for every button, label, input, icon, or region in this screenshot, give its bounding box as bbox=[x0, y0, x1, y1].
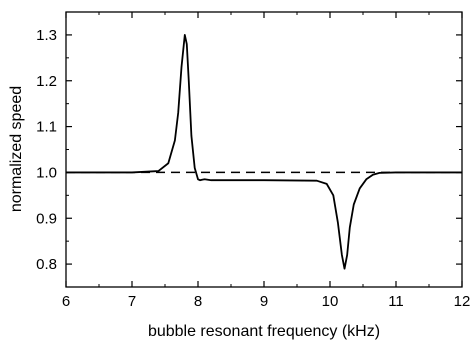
x-tick-label: 9 bbox=[260, 293, 268, 310]
y-tick-label: 1.2 bbox=[36, 73, 57, 90]
y-axis-title: normalized speed bbox=[8, 86, 25, 212]
y-tick-label: 0.8 bbox=[36, 256, 57, 273]
y-tick-label: 0.9 bbox=[36, 210, 57, 227]
x-tick-label: 7 bbox=[128, 293, 136, 310]
y-tick-label: 1.3 bbox=[36, 27, 57, 44]
speed-curve bbox=[66, 34, 462, 270]
x-tick-label: 11 bbox=[388, 293, 404, 310]
x-tick-label: 10 bbox=[322, 293, 339, 310]
ticks-group bbox=[65, 11, 463, 288]
x-tick-label: 8 bbox=[194, 293, 202, 310]
y-tick-label: 1.0 bbox=[36, 164, 57, 181]
x-tick-label: 6 bbox=[62, 293, 70, 310]
x-tick-label: 12 bbox=[454, 293, 471, 310]
tick-labels-group: 6 7 8 9 10 11 12 0.8 0.9 1.0 1.1 1.2 1.3 bbox=[36, 27, 470, 310]
series-group bbox=[66, 34, 462, 270]
y-tick-label: 1.1 bbox=[36, 119, 57, 136]
plot-frame bbox=[65, 11, 463, 288]
x-axis-title: bubble resonant frequency (kHz) bbox=[148, 323, 380, 340]
